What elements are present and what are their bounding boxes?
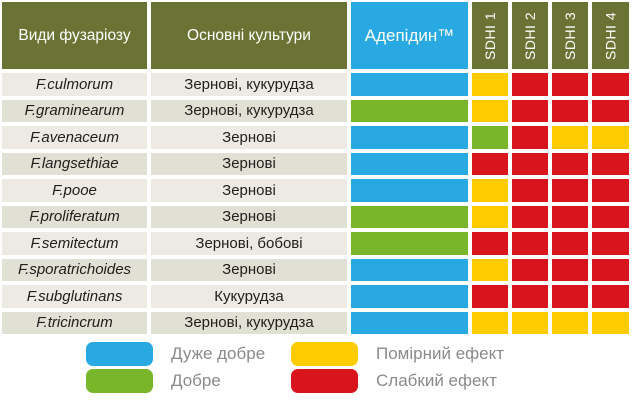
species-cell: F.langsethiae: [2, 152, 147, 175]
rating-cell-sdhi-2: [512, 205, 548, 228]
rating-cell-sdhi-2: [512, 258, 548, 281]
legend-swatch-green: [86, 369, 153, 393]
rating-cell-adepidyn: [351, 179, 468, 202]
rating-cell-adepidyn: [351, 285, 468, 308]
rating-cell-sdhi-2: [512, 152, 548, 175]
rating-cell-sdhi-3: [552, 205, 588, 228]
header-cultures: Основні культури: [151, 2, 347, 69]
species-cell: F.tricincrum: [2, 311, 147, 334]
rating-cell-sdhi-1: [472, 311, 508, 334]
rating-cell-sdhi-3: [552, 285, 588, 308]
cultures-cell: Зернові: [151, 205, 347, 228]
rating-cell-sdhi-1: [472, 205, 508, 228]
rating-cell-sdhi-1: [472, 73, 508, 96]
legend-swatch-blue: [86, 342, 153, 366]
rating-cell-sdhi-4: [592, 152, 629, 175]
rating-cell-sdhi-4: [592, 99, 629, 122]
rating-cell-sdhi-1: [472, 179, 508, 202]
rating-cell-sdhi-3: [552, 99, 588, 122]
rating-cell-adepidyn: [351, 258, 468, 281]
rating-cell-sdhi-1: [472, 152, 508, 175]
legend-column-right: Помірний ефект Слабкий ефект: [291, 342, 504, 393]
header-sdhi-3: SDHI 3: [552, 2, 588, 69]
rating-cell-sdhi-2: [512, 285, 548, 308]
rating-cell-adepidyn: [351, 126, 468, 149]
cultures-cell: Зернові, бобові: [151, 232, 347, 255]
rating-cell-sdhi-1: [472, 126, 508, 149]
rating-cell-sdhi-2: [512, 73, 548, 96]
rating-cell-sdhi-4: [592, 258, 629, 281]
cultures-cell: Зернові: [151, 179, 347, 202]
species-cell: F.subglutinans: [2, 285, 147, 308]
rating-cell-sdhi-4: [592, 73, 629, 96]
rating-cell-sdhi-3: [552, 311, 588, 334]
legend-item-blue: Дуже добре: [86, 342, 291, 366]
legend-item-red: Слабкий ефект: [291, 369, 504, 393]
legend-label: Дуже добре: [171, 344, 266, 363]
rating-cell-adepidyn: [351, 152, 468, 175]
rating-cell-sdhi-3: [552, 179, 588, 202]
rating-cell-adepidyn: [351, 205, 468, 228]
rating-cell-adepidyn: [351, 99, 468, 122]
legend-item-green: Добре: [86, 369, 291, 393]
rating-cell-sdhi-3: [552, 152, 588, 175]
fusarium-efficacy-table: Види фузаріозу Основні культури Адепідин…: [2, 2, 629, 334]
cultures-cell: Зернові: [151, 126, 347, 149]
species-cell: F.pooe: [2, 179, 147, 202]
species-cell: F.proliferatum: [2, 205, 147, 228]
header-sdhi-2: SDHI 2: [512, 2, 548, 69]
legend: Дуже добре Добре Помірний ефект Слабкий ефе…: [0, 336, 633, 393]
rating-cell-sdhi-2: [512, 311, 548, 334]
rating-cell-sdhi-3: [552, 73, 588, 96]
header-adepidyn: Адепідин™: [351, 2, 468, 69]
legend-item-yellow: Помірний ефект: [291, 342, 504, 366]
cultures-cell: Зернові, кукурудза: [151, 311, 347, 334]
header-species: Види фузаріозу: [2, 2, 147, 69]
cultures-cell: Зернові: [151, 258, 347, 281]
species-cell: F.semitectum: [2, 232, 147, 255]
rating-cell-sdhi-2: [512, 126, 548, 149]
rating-cell-adepidyn: [351, 232, 468, 255]
species-cell: F.graminearum: [2, 99, 147, 122]
rating-cell-sdhi-4: [592, 311, 629, 334]
rating-cell-sdhi-1: [472, 258, 508, 281]
rating-cell-sdhi-1: [472, 285, 508, 308]
rating-cell-sdhi-1: [472, 232, 508, 255]
header-sdhi-4: SDHI 4: [592, 2, 629, 69]
cultures-cell: Зернові: [151, 152, 347, 175]
legend-swatch-yellow: [291, 342, 358, 366]
rating-cell-sdhi-1: [472, 99, 508, 122]
rating-cell-adepidyn: [351, 311, 468, 334]
cultures-cell: Кукурудза: [151, 285, 347, 308]
cultures-cell: Зернові, кукурудза: [151, 99, 347, 122]
rating-cell-sdhi-2: [512, 232, 548, 255]
species-cell: F.avenaceum: [2, 126, 147, 149]
rating-cell-sdhi-4: [592, 205, 629, 228]
species-cell: F.culmorum: [2, 73, 147, 96]
legend-label: Слабкий ефект: [376, 371, 497, 390]
legend-label: Помірний ефект: [376, 344, 505, 363]
rating-cell-sdhi-4: [592, 232, 629, 255]
rating-cell-sdhi-3: [552, 232, 588, 255]
header-sdhi-1: SDHI 1: [472, 2, 508, 69]
rating-cell-sdhi-4: [592, 179, 629, 202]
species-cell: F.sporatrichoides: [2, 258, 147, 281]
rating-cell-sdhi-3: [552, 126, 588, 149]
legend-label: Добре: [171, 371, 221, 390]
rating-cell-adepidyn: [351, 73, 468, 96]
rating-cell-sdhi-4: [592, 285, 629, 308]
legend-column-left: Дуже добре Добре: [86, 342, 291, 393]
rating-cell-sdhi-3: [552, 258, 588, 281]
cultures-cell: Зернові, кукурудза: [151, 73, 347, 96]
rating-cell-sdhi-4: [592, 126, 629, 149]
rating-cell-sdhi-2: [512, 99, 548, 122]
legend-swatch-red: [291, 369, 358, 393]
rating-cell-sdhi-2: [512, 179, 548, 202]
